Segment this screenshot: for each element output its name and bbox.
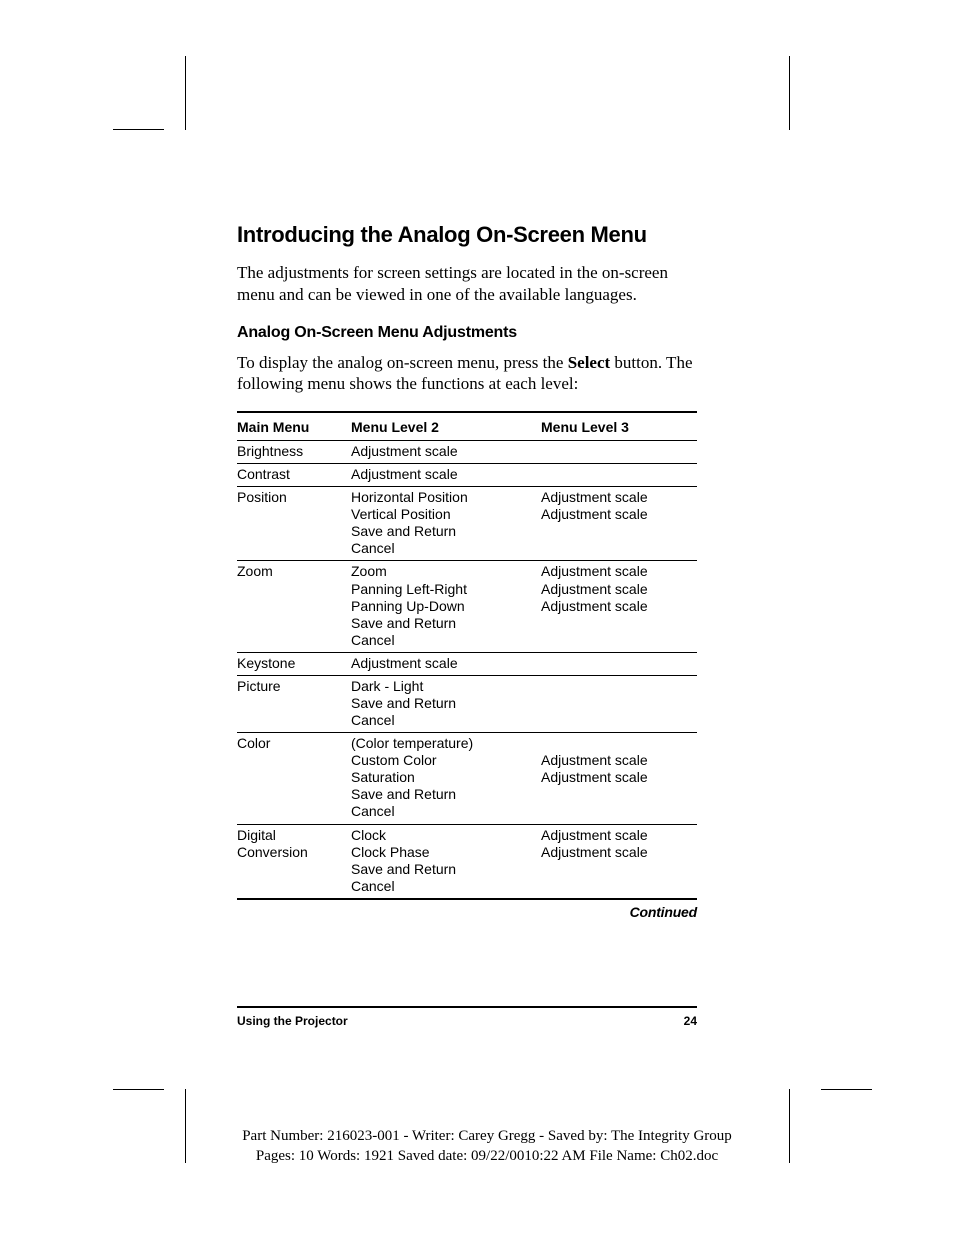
table-header: Menu Level 2: [351, 412, 541, 441]
table-cell: Picture: [237, 675, 351, 732]
table-body: BrightnessAdjustment scaleContrastAdjust…: [237, 441, 697, 899]
table-header: Main Menu: [237, 412, 351, 441]
crop-mark: [113, 1089, 164, 1090]
crop-mark: [113, 129, 164, 130]
menu-table: Main Menu Menu Level 2 Menu Level 3 Brig…: [237, 411, 697, 900]
table-cell: Contrast: [237, 464, 351, 487]
table-cell: Adjustment scale Adjustment scale: [541, 733, 697, 824]
crop-mark: [789, 1089, 790, 1163]
crop-mark: [789, 56, 790, 130]
table-row: BrightnessAdjustment scale: [237, 441, 697, 464]
table-cell: Adjustment scale Adjustment scale: [541, 487, 697, 561]
footer-page-number: 24: [684, 1014, 697, 1028]
table-cell: Adjustment scale: [351, 652, 541, 675]
table-cell: Color: [237, 733, 351, 824]
table-header-row: Main Menu Menu Level 2 Menu Level 3: [237, 412, 697, 441]
table-cell: Zoom Panning Left-Right Panning Up-Down …: [351, 561, 541, 652]
table-cell: Position: [237, 487, 351, 561]
table-cell: [541, 652, 697, 675]
crop-mark: [821, 1089, 872, 1090]
table-cell: Dark - Light Save and Return Cancel: [351, 675, 541, 732]
table-cell: Adjustment scale Adjustment scale Adjust…: [541, 561, 697, 652]
table-cell: Adjustment scale: [351, 441, 541, 464]
meta-line-2: Pages: 10 Words: 1921 Saved date: 09/22/…: [185, 1147, 789, 1167]
intro-paragraph: The adjustments for screen settings are …: [237, 262, 697, 306]
table-cell: Digital Conversion: [237, 824, 351, 899]
page-footer: Using the Projector 24: [237, 1006, 697, 1028]
page-heading: Introducing the Analog On-Screen Menu: [237, 222, 697, 248]
table-header: Menu Level 3: [541, 412, 697, 441]
table-cell: Clock Clock Phase Save and Return Cancel: [351, 824, 541, 899]
table-cell: [541, 675, 697, 732]
table-cell: (Color temperature) Custom Color Saturat…: [351, 733, 541, 824]
table-cell: Zoom: [237, 561, 351, 652]
table-cell: [541, 441, 697, 464]
table-row: ContrastAdjustment scale: [237, 464, 697, 487]
table-row: KeystoneAdjustment scale: [237, 652, 697, 675]
table-cell: [541, 464, 697, 487]
lead-bold: Select: [568, 353, 610, 372]
lead-pre: To display the analog on-screen menu, pr…: [237, 353, 568, 372]
table-row: ZoomZoom Panning Left-Right Panning Up-D…: [237, 561, 697, 652]
page-content: Introducing the Analog On-Screen Menu Th…: [237, 222, 697, 920]
footer-left: Using the Projector: [237, 1014, 348, 1028]
table-row: PositionHorizontal Position Vertical Pos…: [237, 487, 697, 561]
meta-line-1: Part Number: 216023-001 - Writer: Carey …: [185, 1127, 789, 1147]
table-cell: Adjustment scale Adjustment scale: [541, 824, 697, 899]
table-row: Color(Color temperature) Custom Color Sa…: [237, 733, 697, 824]
table-cell: Horizontal Position Vertical Position Sa…: [351, 487, 541, 561]
table-cell: Adjustment scale: [351, 464, 541, 487]
continued-label: Continued: [237, 904, 697, 920]
section-subhead: Analog On-Screen Menu Adjustments: [237, 324, 697, 342]
table-cell: Keystone: [237, 652, 351, 675]
table-row: Digital ConversionClock Clock Phase Save…: [237, 824, 697, 899]
doc-metadata: Part Number: 216023-001 - Writer: Carey …: [185, 1127, 789, 1166]
table-row: PictureDark - Light Save and Return Canc…: [237, 675, 697, 732]
lead-paragraph: To display the analog on-screen menu, pr…: [237, 352, 697, 396]
crop-mark: [185, 56, 186, 130]
table-cell: Brightness: [237, 441, 351, 464]
